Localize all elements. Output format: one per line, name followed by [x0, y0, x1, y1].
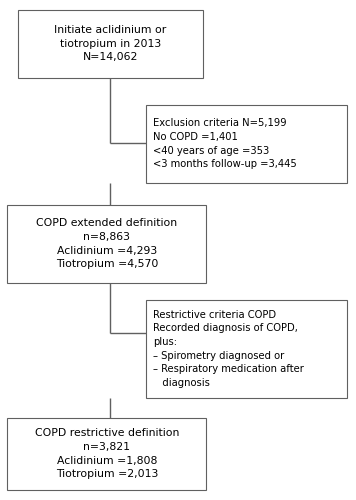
FancyBboxPatch shape: [18, 10, 203, 78]
FancyBboxPatch shape: [146, 105, 347, 182]
Text: Restrictive criteria COPD
Recorded diagnosis of COPD,
plus:
– Spirometry diagnos: Restrictive criteria COPD Recorded diagn…: [153, 310, 304, 388]
FancyBboxPatch shape: [7, 205, 206, 282]
Text: Initiate aclidinium or
tiotropium in 2013
N=14,062: Initiate aclidinium or tiotropium in 201…: [54, 25, 167, 62]
FancyBboxPatch shape: [146, 300, 347, 398]
Text: COPD restrictive definition
n=3,821
Aclidinium =1,808
Tiotropium =2,013: COPD restrictive definition n=3,821 Acli…: [35, 428, 179, 479]
Text: Exclusion criteria N=5,199
No COPD =1,401
<40 years of age =353
<3 months follow: Exclusion criteria N=5,199 No COPD =1,40…: [153, 118, 297, 169]
Text: COPD extended definition
n=8,863
Aclidinium =4,293
Tiotropium =4,570: COPD extended definition n=8,863 Aclidin…: [36, 218, 177, 269]
FancyBboxPatch shape: [7, 418, 206, 490]
